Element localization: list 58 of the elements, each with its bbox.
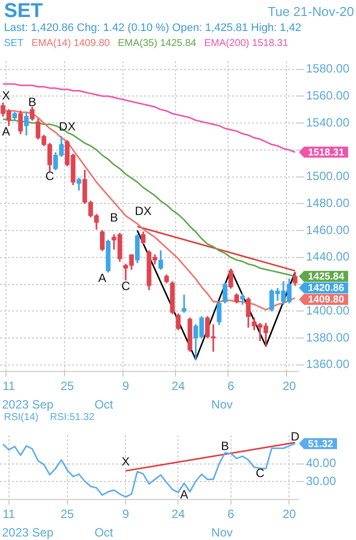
x-tick-label: 6: [227, 379, 234, 394]
annotation: X: [2, 88, 10, 103]
text: 1420.86: [308, 283, 344, 294]
x-tick-label: 11: [2, 507, 16, 522]
x-tick-label: 25: [60, 507, 74, 522]
y-tick-label: 1500.00: [306, 169, 350, 184]
annotation: A: [180, 487, 188, 502]
y-tick-label: 1580.00: [306, 62, 350, 76]
text: Nov: [211, 525, 233, 540]
y-tick-label: 1480.00: [306, 196, 350, 210]
annotation: B: [28, 95, 36, 110]
annotation: A: [2, 124, 10, 139]
y-tick-label: 40.00: [306, 456, 336, 470]
annotation: B: [220, 438, 229, 453]
x-tick-label: 11: [2, 379, 16, 394]
chart-subtitle: Last: 1,420.86 Chg: 1.42 (0.10 %) Open: 1,425.81 High: 1,42: [4, 22, 302, 34]
x-tick-label: 25: [60, 379, 74, 394]
y-tick-label: 1560.00: [306, 88, 350, 102]
annotation: B: [110, 210, 118, 225]
annotation: D: [290, 430, 300, 444]
text: RSI:51.32: [50, 412, 94, 423]
text: Oct: [94, 397, 114, 412]
x-tick-label: 20: [282, 379, 296, 394]
text: EMA(35) 1425.84: [118, 38, 196, 49]
text: SET: [4, 38, 24, 49]
chart-title: SET: [4, 0, 43, 23]
annotation: DX: [134, 204, 152, 218]
x-tick-label: 6: [227, 507, 234, 522]
text: Tue 21-Nov-20: [268, 4, 354, 19]
text: 2023 Sep: [2, 525, 54, 540]
text: Oct: [94, 525, 114, 540]
data-label: 1518.31: [308, 147, 345, 158]
y-tick-label: 30.00: [306, 474, 336, 488]
data-label: 51.32: [308, 438, 334, 450]
data-label: 1409.80: [308, 294, 345, 306]
annotation: C: [45, 168, 54, 183]
annotation: C: [121, 279, 130, 294]
x-tick-label: 9: [122, 507, 130, 522]
data-label: 1425.84: [308, 272, 345, 283]
annotation: DX: [58, 119, 76, 134]
annotation: A: [98, 271, 106, 286]
y-tick-label: 1380.00: [306, 330, 350, 344]
x-tick-label: 20: [282, 507, 296, 522]
y-tick-label: 1540.00: [306, 115, 350, 130]
annotation: C: [256, 466, 265, 480]
text: 2023 Sep: [2, 397, 54, 412]
x-tick-label: 24: [172, 379, 186, 394]
annotation: X: [122, 454, 130, 468]
y-tick-label: 1460.00: [306, 222, 350, 237]
text: EMA(14) 1409.80: [31, 38, 110, 49]
text: Nov: [211, 397, 233, 412]
x-tick-label: 24: [172, 507, 186, 522]
y-tick-label: 1360.00: [306, 357, 350, 372]
chart-title: RSI(14): [4, 412, 38, 423]
text: EMA(200) 1518.31: [204, 38, 288, 49]
x-tick-label: 9: [122, 379, 130, 394]
y-tick-label: 1400.00: [306, 303, 350, 318]
y-tick-label: 1440.00: [306, 250, 350, 264]
